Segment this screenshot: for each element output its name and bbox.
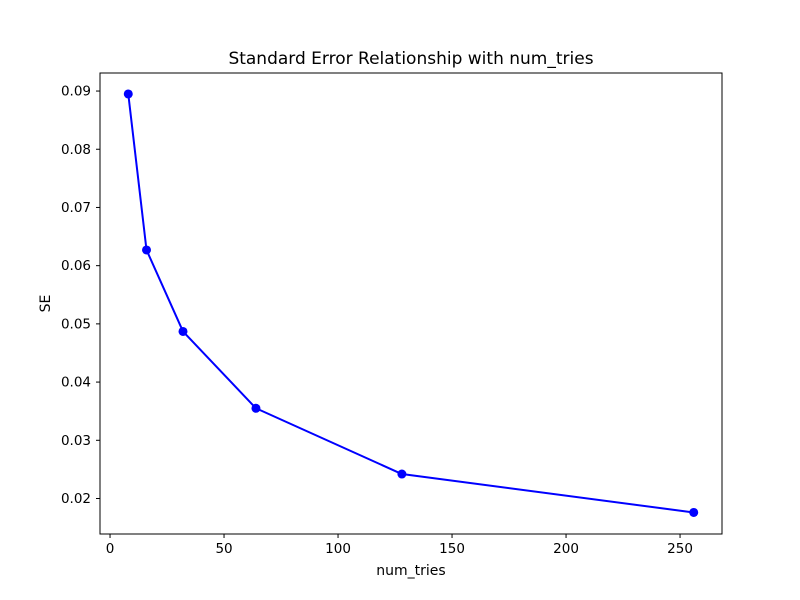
- y-tick-label: 0.09: [61, 84, 91, 100]
- x-tick-label: 200: [553, 541, 579, 557]
- y-axis-ticks: 0.02 0.03 0.04 0.05 0.06 0.07 0.08 0.09: [61, 84, 100, 507]
- data-series: [123, 89, 699, 517]
- x-tick-label: 0: [106, 541, 115, 557]
- y-tick-label: 0.07: [61, 200, 91, 216]
- y-tick-label: 0.08: [61, 142, 91, 158]
- data-point-marker: [178, 326, 188, 336]
- series-line: [127, 92, 695, 514]
- x-axis-label: num_tries: [376, 563, 445, 579]
- data-point-marker: [123, 89, 133, 99]
- x-tick-label: 100: [325, 541, 351, 557]
- x-tick-label: 50: [215, 541, 232, 557]
- x-tick-label: 250: [667, 541, 693, 557]
- y-tick-label: 0.03: [61, 433, 91, 449]
- x-tick-label: 150: [439, 541, 465, 557]
- data-point-marker: [142, 245, 152, 255]
- plot-frame: [99, 72, 723, 535]
- y-tick-label: 0.02: [61, 491, 91, 507]
- y-axis-label: SE: [38, 295, 54, 313]
- y-tick-label: 0.06: [61, 258, 91, 274]
- data-point-marker: [689, 507, 699, 517]
- chart-title: Standard Error Relationship with num_tri…: [228, 49, 593, 69]
- data-point-marker: [397, 469, 407, 479]
- y-tick-label: 0.05: [61, 316, 91, 332]
- y-tick-label: 0.04: [61, 375, 91, 391]
- data-point-marker: [251, 403, 261, 413]
- x-axis-ticks: 0 50 100 150 200 250: [106, 534, 693, 557]
